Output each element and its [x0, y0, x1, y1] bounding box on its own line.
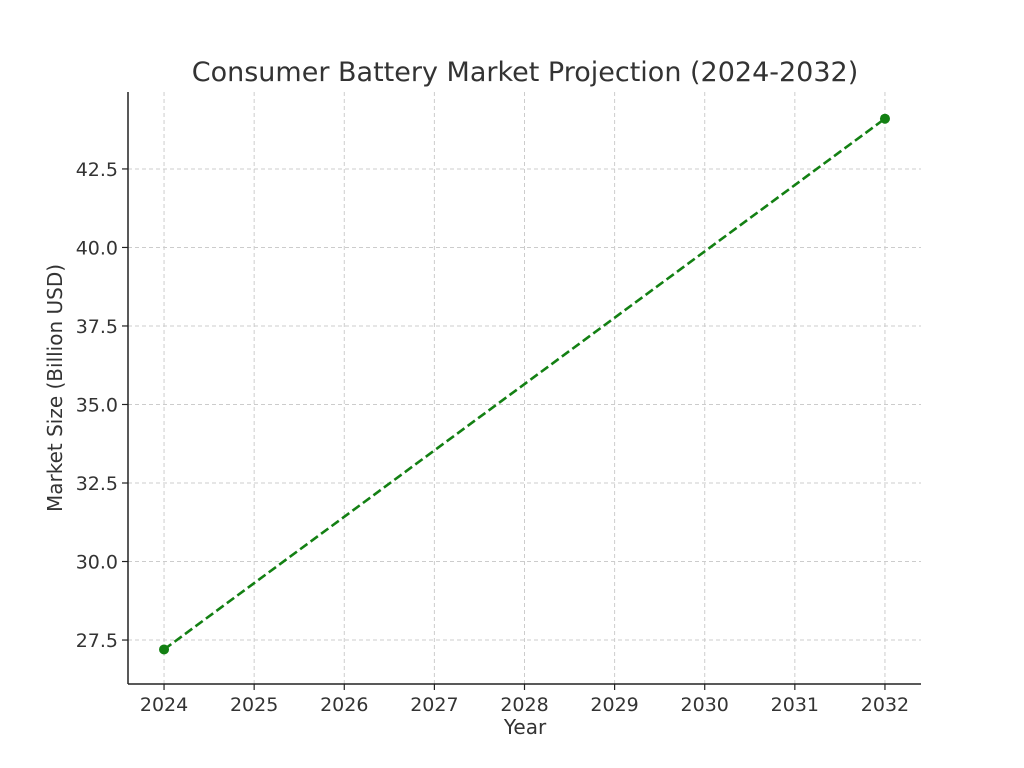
x-tick-label: 2032	[861, 694, 909, 716]
y-tick-label: 32.5	[76, 473, 118, 495]
data-point	[159, 644, 170, 655]
x-tick-label: 2031	[771, 694, 819, 716]
x-tick-label: 2026	[320, 694, 368, 716]
y-tick-label: 30.0	[76, 552, 118, 574]
ticks: 2024 2025 2026 2027 2028 2029 2030 2031 2032 27.5…	[76, 159, 909, 716]
x-tick-label: 2028	[500, 694, 548, 716]
series-layer	[159, 113, 890, 655]
x-tick-label: 2025	[230, 694, 278, 716]
x-tick-label: 2027	[410, 694, 458, 716]
y-tick-label: 35.0	[76, 394, 118, 416]
y-tick-label: 27.5	[76, 630, 118, 652]
chart-title: Consumer Battery Market Projection (2024…	[192, 57, 859, 88]
data-point	[879, 113, 890, 124]
grid	[128, 92, 921, 684]
y-tick-label: 37.5	[76, 316, 118, 338]
x-axis-label: Year	[503, 715, 547, 739]
x-tick-label: 2030	[681, 694, 729, 716]
series-line	[163, 117, 886, 651]
y-tick-label: 42.5	[76, 159, 118, 181]
x-tick-label: 2024	[140, 694, 188, 716]
y-tick-label: 40.0	[76, 237, 118, 259]
x-tick-label: 2029	[590, 694, 638, 716]
y-axis-label: Market Size (Billion USD)	[43, 264, 67, 512]
